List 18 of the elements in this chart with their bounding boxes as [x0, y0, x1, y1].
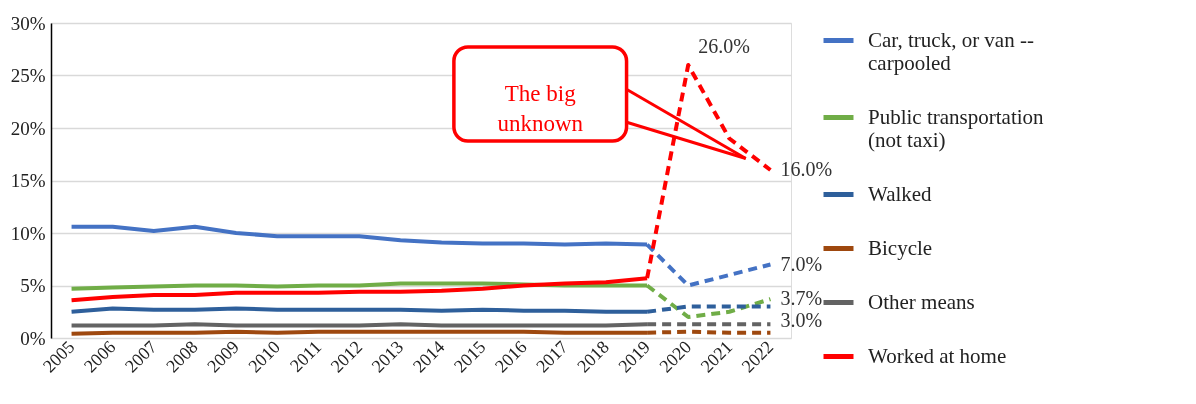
y-tick-label: 0% — [20, 327, 46, 349]
y-tick-label: 25% — [10, 65, 46, 86]
y-tick-label: 10% — [10, 222, 46, 244]
data-label: 3.7% — [780, 287, 823, 310]
legend-label: Walked — [868, 181, 933, 206]
legend-label: Worked at home — [868, 343, 1007, 368]
data-label: 26.0% — [698, 35, 750, 57]
data-label: 3.0% — [780, 309, 823, 332]
y-tick-label: 30% — [10, 12, 46, 34]
data-label: 16.0% — [780, 158, 833, 180]
legend-label: Public transportation (not taxi) — [868, 104, 1045, 152]
y-tick-label: 15% — [10, 170, 46, 191]
legend-label: Bicycle — [868, 235, 933, 260]
data-label: 7.0% — [780, 252, 823, 275]
legend-label: Other means — [868, 289, 975, 314]
y-tick-label: 20% — [10, 117, 46, 139]
legend-label: Car, truck, or van -- carpooled — [868, 27, 1034, 75]
y-tick-label: 5% — [20, 275, 46, 296]
